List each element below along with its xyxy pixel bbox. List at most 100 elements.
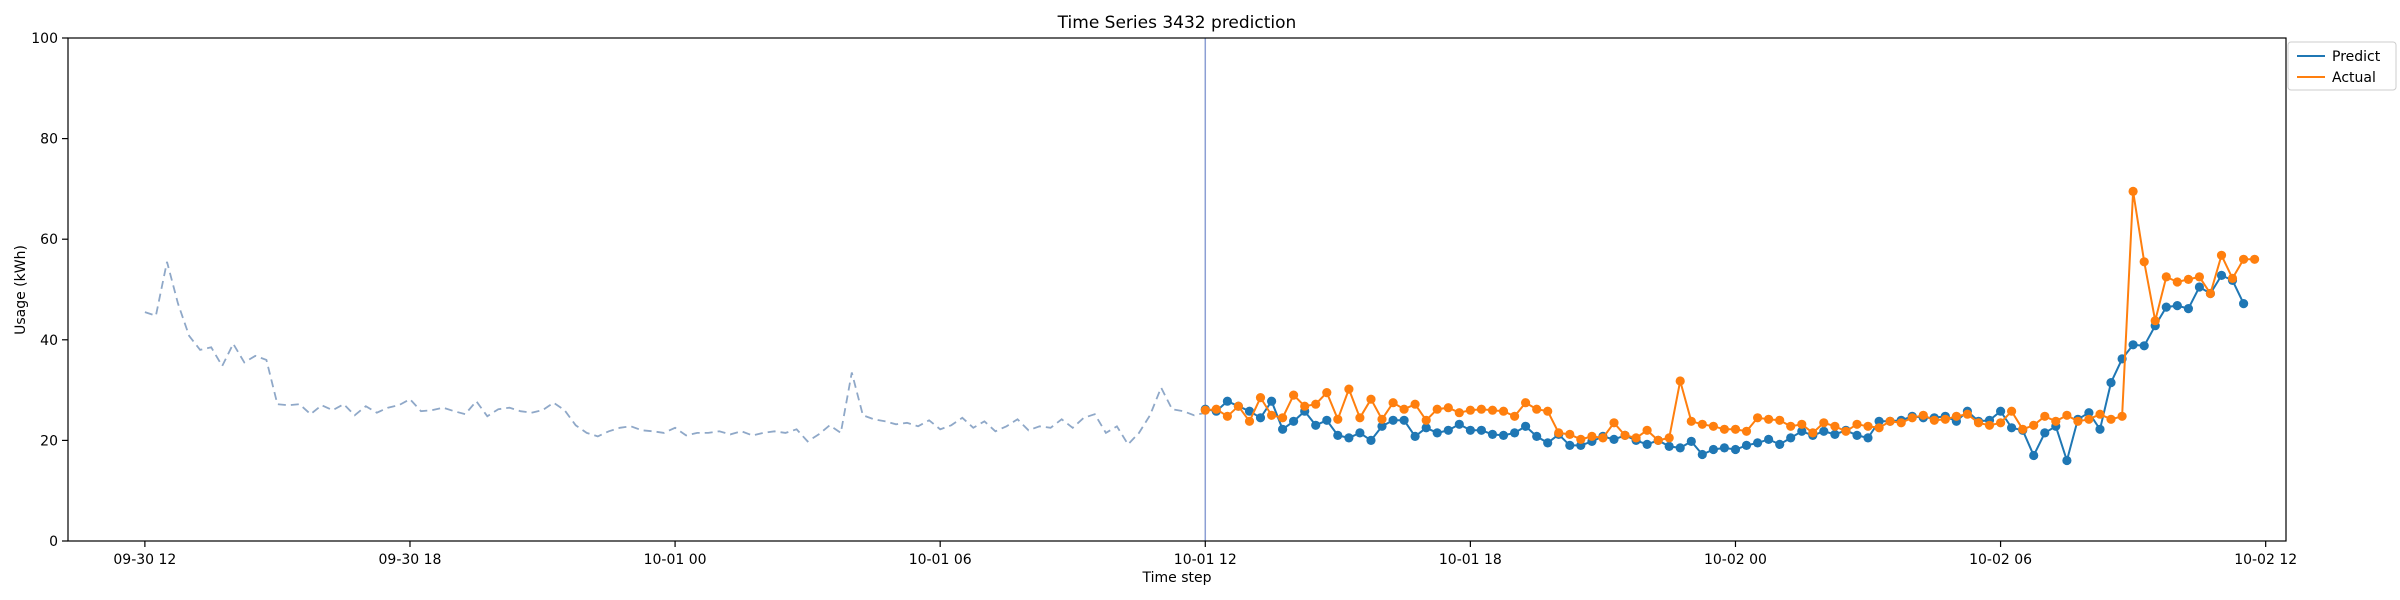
actual-point xyxy=(2117,411,2127,421)
x-tick-label: 10-01 12 xyxy=(1174,552,1237,568)
actual-point xyxy=(1753,413,1763,423)
actual-point xyxy=(1653,435,1663,445)
actual-point xyxy=(1929,415,1939,425)
actual-point xyxy=(1697,419,1707,429)
actual-point xyxy=(2128,186,2138,196)
actual-point xyxy=(2216,250,2227,260)
actual-point xyxy=(1852,419,1862,429)
predict-point xyxy=(2216,270,2227,280)
actual-point xyxy=(1222,411,1232,421)
y-axis-label: Usage (kWh) xyxy=(13,245,29,335)
legend: Predict Actual xyxy=(2287,41,2397,91)
actual-point xyxy=(1377,414,1387,424)
predict-point xyxy=(2139,341,2149,351)
actual-point xyxy=(1211,404,1221,414)
actual-point xyxy=(2007,406,2017,416)
actual-point xyxy=(1532,404,1542,414)
predict-point xyxy=(1278,424,1288,434)
predict-point xyxy=(2007,423,2017,433)
actual-point xyxy=(1797,419,1807,429)
actual-point xyxy=(1344,384,1354,394)
actual-point xyxy=(1498,406,1509,416)
actual-point xyxy=(1620,430,1630,440)
actual-point xyxy=(1300,401,1310,411)
predict-point xyxy=(2040,428,2050,438)
actual-point xyxy=(1510,411,1520,421)
predict-point xyxy=(1498,430,1509,440)
history-line xyxy=(144,261,1206,446)
actual-point xyxy=(2029,420,2039,430)
actual-point xyxy=(1543,406,1553,416)
actual-point xyxy=(2073,416,2083,426)
actual-point xyxy=(1631,433,1641,443)
predict-point xyxy=(1565,440,1575,450)
predict-point xyxy=(1410,431,1420,441)
predict-point xyxy=(1432,428,1442,438)
y-tick-label: 60 xyxy=(40,232,58,248)
actual-point xyxy=(1896,418,1906,428)
predict-point xyxy=(2095,424,2105,434)
predict-point xyxy=(1388,415,1398,425)
actual-point xyxy=(1609,418,1619,428)
predict-point xyxy=(1996,406,2006,416)
actual-point xyxy=(1863,421,1873,431)
predict-point xyxy=(1333,430,1343,440)
y-tick-label: 0 xyxy=(49,534,58,550)
actual-point xyxy=(2084,414,2094,424)
predict-point xyxy=(1686,436,1696,446)
actual-point xyxy=(1686,416,1696,426)
predict-point xyxy=(1863,433,1873,443)
actual-point xyxy=(1786,421,1796,431)
x-tick-label: 10-01 00 xyxy=(644,552,707,568)
actual-point xyxy=(1819,418,1829,428)
predict-point xyxy=(1786,433,1796,443)
actual-point xyxy=(1432,404,1442,414)
actual-point xyxy=(2205,288,2215,299)
x-tick-label: 09-30 18 xyxy=(379,552,442,568)
predict-point xyxy=(1399,415,1409,425)
actual-point xyxy=(2172,277,2182,287)
actual-point xyxy=(2150,316,2160,326)
actual-point xyxy=(1642,425,1652,435)
y-tick-label: 100 xyxy=(31,31,58,47)
actual-point xyxy=(2018,424,2028,434)
actual-point xyxy=(1410,399,1420,409)
y-tick-label: 80 xyxy=(40,132,58,148)
x-tick-label: 10-01 18 xyxy=(1439,552,1502,568)
predict-point xyxy=(1697,449,1707,460)
x-tick-label: 10-02 06 xyxy=(1969,552,2032,568)
actual-point xyxy=(1830,421,1840,431)
actual-point xyxy=(1885,416,1895,426)
predict-point xyxy=(1222,396,1232,406)
actual-point xyxy=(2139,257,2149,267)
predict-point xyxy=(2106,378,2116,388)
predict-point xyxy=(1830,429,1840,439)
predict-point xyxy=(1244,406,1255,416)
actual-point xyxy=(2040,411,2050,421)
predict-point xyxy=(1377,421,1387,431)
predict-point xyxy=(1741,440,1752,450)
actual-point xyxy=(1951,411,1961,421)
predict-point xyxy=(1719,443,1729,453)
predict-point xyxy=(1443,425,1453,435)
predict-point xyxy=(2194,282,2204,292)
actual-point xyxy=(2106,414,2116,424)
actual-point xyxy=(1730,424,1741,434)
actual-point xyxy=(2194,272,2204,282)
actual-point xyxy=(1322,388,1332,398)
actual-point xyxy=(1741,426,1752,436)
predict-point xyxy=(1797,426,1807,436)
predict-point xyxy=(1775,439,1785,449)
actual-point xyxy=(1708,421,1718,431)
predict-point xyxy=(1366,435,1376,445)
actual-point xyxy=(1200,405,1210,415)
predict-point xyxy=(1521,421,1531,431)
predict-point xyxy=(2084,408,2094,418)
actual-point xyxy=(1255,393,1266,403)
x-tick-label: 09-30 12 xyxy=(113,552,176,568)
actual-point xyxy=(2051,416,2061,426)
legend-actual-label: Actual xyxy=(2332,70,2376,86)
actual-point xyxy=(1233,401,1243,411)
actual-point xyxy=(1962,409,1972,419)
